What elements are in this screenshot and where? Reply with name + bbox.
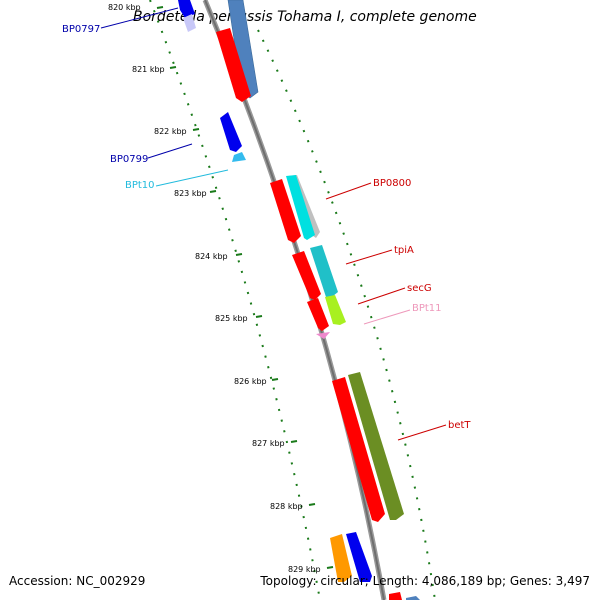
cds-olive [348, 372, 404, 520]
tick-mark [156, 6, 164, 9]
gene-label-bpt10[interactable]: BPt10 [125, 180, 155, 191]
tick-mark [192, 128, 200, 131]
gene-label-tpia[interactable]: tpiA [394, 245, 414, 256]
callout-bpt11 [363, 309, 411, 325]
callout-lines [100, 7, 447, 441]
cds-red-bottom [389, 592, 402, 600]
cds-tpia [292, 251, 321, 300]
gene-labels: BP0797 BP0799 BPt10 BP0800 tpiA secG BPt… [62, 24, 471, 431]
cds-steel-bottom [406, 596, 420, 600]
gene-label-bpt11[interactable]: BPt11 [412, 303, 442, 314]
map-title: Bordetella pertussis Tohama I, complete … [133, 9, 477, 25]
tick-labels: 820 kbp 821 kbp 822 kbp 823 kbp 824 kbp … [108, 3, 321, 574]
callout-bett [397, 424, 447, 441]
tick-label: 820 kbp [108, 3, 141, 12]
cds-bp0799 [220, 112, 242, 152]
tick-mark [308, 503, 316, 506]
gene-label-secg[interactable]: secG [407, 283, 432, 294]
tick-label: 823 kbp [174, 189, 207, 198]
cds-blue-top [178, 0, 195, 18]
gene-label-bp0799[interactable]: BP0799 [110, 154, 148, 165]
cds-cyan [286, 175, 315, 240]
tick-mark [169, 66, 177, 69]
tick-mark [271, 378, 279, 381]
cds-lime [325, 295, 346, 325]
tick-label: 822 kbp [154, 127, 187, 136]
callout-bpt10 [155, 169, 229, 187]
cds-lightblue-top [183, 14, 196, 32]
callout-bp0797 [100, 7, 179, 29]
cds-teal [310, 245, 338, 297]
cds-blue-bottom [346, 532, 372, 582]
gene-label-bett[interactable]: betT [448, 420, 471, 431]
tick-label: 821 kbp [132, 65, 165, 74]
trna-bpt10 [232, 152, 246, 162]
cds-orange-bottom [330, 534, 352, 582]
tick-tracks [149, 0, 436, 600]
cds-bp0800 [270, 179, 301, 243]
tick-label: 824 kbp [195, 252, 228, 261]
reverse-strand-features [178, 0, 402, 600]
tick-mark [235, 253, 243, 256]
cds-secg [307, 298, 329, 331]
tick-label: 829 kbp [288, 565, 321, 574]
tick-label: 825 kbp [215, 314, 248, 323]
callout-secg [357, 287, 406, 305]
forward-strand-features [227, 0, 420, 600]
tick-mark [209, 190, 217, 193]
outer-tick-track [257, 29, 436, 600]
tick-label: 828 kbp [270, 502, 303, 511]
gene-label-bp0800[interactable]: BP0800 [373, 178, 411, 189]
tick-mark [255, 315, 263, 318]
gene-label-bp0797[interactable]: BP0797 [62, 24, 100, 35]
cds-bett [332, 377, 385, 522]
cds-red-top [216, 28, 251, 102]
callout-bp0800 [325, 182, 372, 200]
tick-mark [326, 566, 334, 569]
tick-label: 826 kbp [234, 377, 267, 386]
tick-label: 827 kbp [252, 439, 285, 448]
genome-summary-text: Topology: circular; Length: 4,086,189 bp… [260, 574, 590, 588]
tick-mark [290, 440, 298, 443]
accession-text: Accession: NC_002929 [9, 574, 146, 588]
trna-bpt11 [316, 332, 330, 339]
major-ticks [156, 6, 334, 569]
callout-tpia [345, 249, 393, 265]
callout-bp0799 [147, 143, 193, 159]
